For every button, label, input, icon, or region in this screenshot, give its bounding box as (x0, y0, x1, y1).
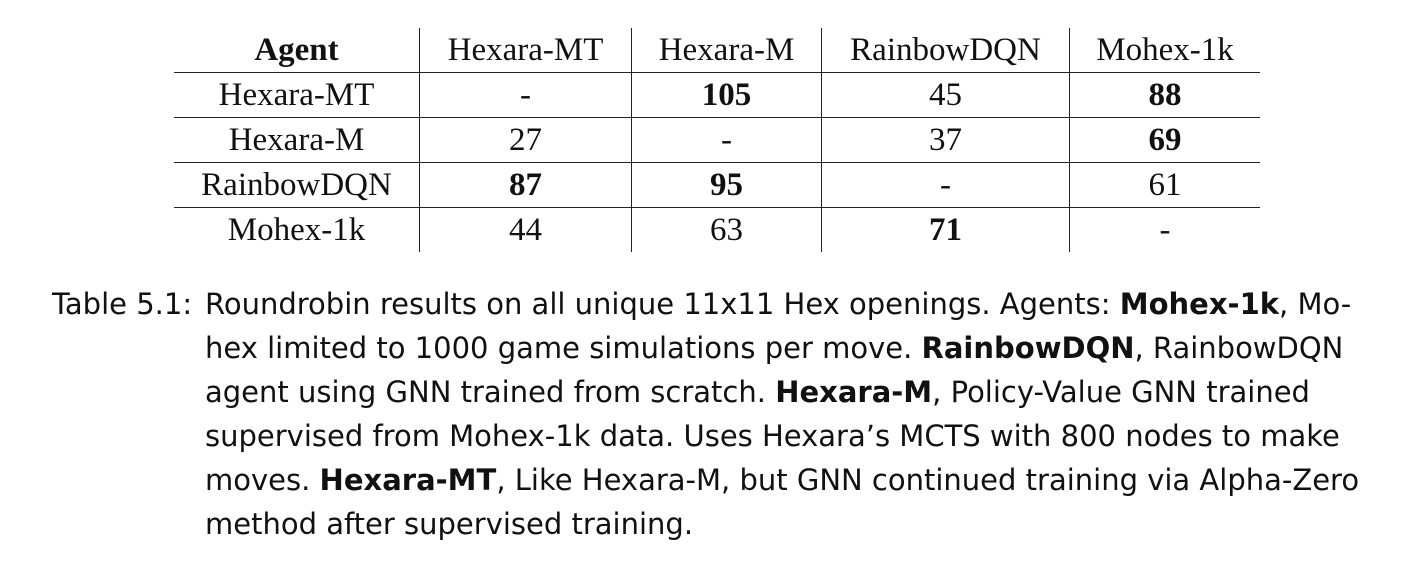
caption-line: hex limited to 1000 game simulations per… (205, 326, 1392, 370)
table-caption: Table 5.1: Roundrobin results on all uni… (52, 282, 1392, 546)
table-row: Hexara-M 27-37 69 (174, 117, 1260, 163)
table-header-row: Agent Hexara-MT Hexara-M RainbowDQN Mohe… (174, 28, 1260, 73)
column-header: Hexara-M (631, 28, 822, 73)
table-cell: 69 (1069, 117, 1260, 163)
caption-line: moves. Hexara-MT, Like Hexara-M, but GNN… (205, 458, 1392, 502)
caption-text-segment: , Policy-Value GNN trained (932, 375, 1310, 409)
caption-text-segment: , RainbowDQN (1134, 331, 1344, 365)
caption-text-segment: moves. (205, 463, 320, 497)
caption-agent-name: Mohex-1k (1119, 287, 1280, 321)
caption-line: method after supervised training. (205, 502, 1392, 546)
caption-agent-name: RainbowDQN (921, 331, 1135, 365)
caption-text: Roundrobin results on all unique 11x11 H… (205, 282, 1392, 546)
table-cell: 95 (631, 162, 822, 208)
caption-text-segment: Roundrobin results on all unique 11x11 H… (205, 287, 1120, 321)
row-agent-label: Hexara-M (174, 117, 420, 163)
caption-text-segment: , Mo- (1279, 287, 1352, 321)
table-cell: 105 (631, 72, 822, 118)
caption-text-segment: supervised from Mohex-1k data. Uses Hexa… (205, 419, 1340, 453)
table-cell: 61 (1069, 162, 1260, 208)
caption-text-segment: agent using GNN trained from scratch. (205, 375, 776, 409)
row-agent-label: RainbowDQN (174, 162, 420, 208)
table-cell: 27 (419, 117, 632, 163)
column-header: Mohex-1k (1069, 28, 1260, 73)
table-cell: - (419, 72, 632, 118)
table-body: Hexara-MT -105 45 88 Hexara-M 27-37 69 RainbowD… (174, 72, 1260, 252)
caption-text-segment: hex limited to 1000 game simulations per… (205, 331, 922, 365)
column-header: Hexara-MT (419, 28, 632, 73)
caption-agent-name: Hexara-MT (319, 463, 497, 497)
table-cell: - (821, 162, 1070, 208)
table-cell: - (631, 117, 822, 163)
caption-line: agent using GNN trained from scratch. He… (205, 370, 1392, 414)
table-cell: 63 (631, 207, 822, 252)
row-agent-label: Mohex-1k (227, 212, 366, 248)
table-cell: 87 (419, 162, 632, 208)
table-cell: 45 (821, 72, 1070, 118)
caption-agent-name: Hexara-M (775, 375, 933, 409)
caption-line: Roundrobin results on all unique 11x11 H… (205, 282, 1392, 326)
results-table: Agent Hexara-MT Hexara-M RainbowDQN Mohe… (174, 28, 1260, 252)
table-row: Hexara-MT -105 45 88 (174, 72, 1260, 118)
table-cell: 88 (1069, 72, 1260, 118)
caption-text-segment: , Like Hexara-M, but GNN continued train… (496, 463, 1360, 497)
table-row: RainbowDQN 87 95-61 (174, 162, 1260, 208)
caption-text-segment: method after supervised training. (205, 507, 694, 541)
row-agent-label: Hexara-MT (174, 72, 420, 118)
table-cell: 71 (821, 207, 1070, 252)
column-header: RainbowDQN (821, 28, 1070, 73)
table-cell: 44 (419, 207, 632, 252)
caption-line: supervised from Mohex-1k data. Uses Hexa… (205, 414, 1392, 458)
corner-header: Agent (174, 28, 420, 73)
caption-label: Table 5.1: (52, 287, 193, 321)
table-cell: 37 (821, 117, 1070, 163)
table-row: Mohex-1k 44 63 71- (174, 207, 1260, 252)
table-cell: - (1069, 207, 1260, 252)
